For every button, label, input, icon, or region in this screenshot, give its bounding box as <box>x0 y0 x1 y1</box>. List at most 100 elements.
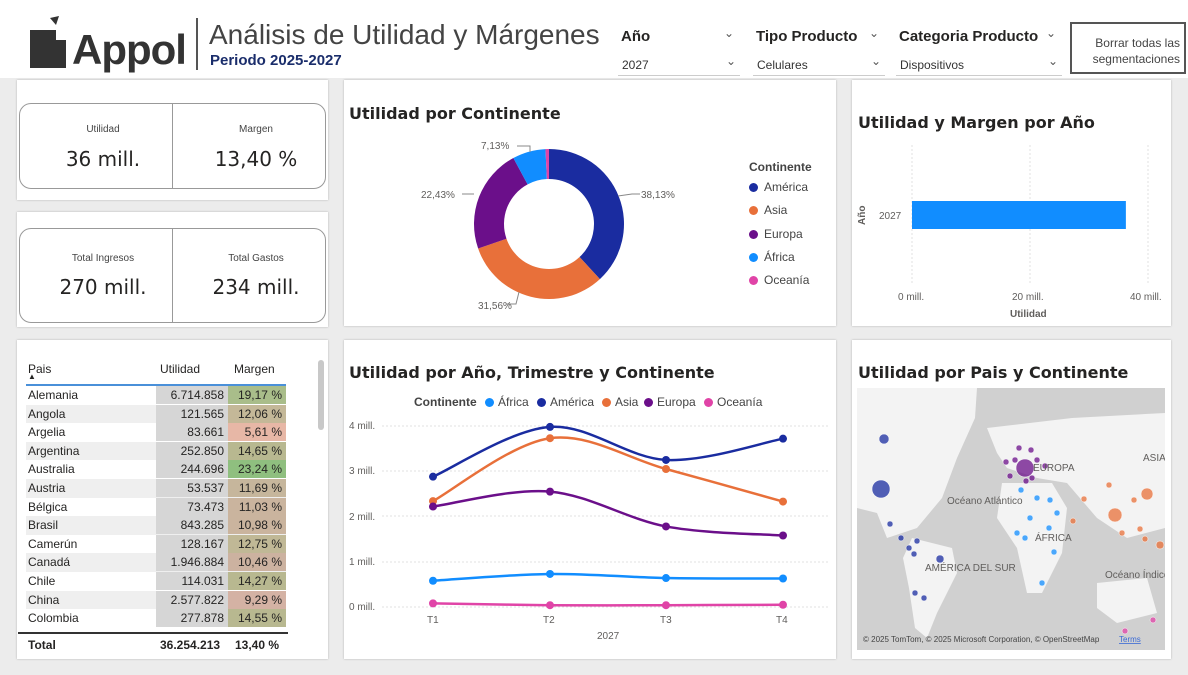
map-bubble[interactable] <box>920 594 928 602</box>
series-point-áfrica-t2[interactable] <box>546 569 554 578</box>
map-bubble[interactable] <box>1136 525 1144 533</box>
map-bubble[interactable] <box>1013 529 1021 537</box>
map-bubble[interactable] <box>1080 495 1088 503</box>
line-series[interactable] <box>429 422 787 610</box>
clear-slicers-button[interactable]: Borrar todas las segmentaciones <box>1070 22 1186 74</box>
header-margin[interactable]: Margen <box>234 362 275 376</box>
map-bubble[interactable] <box>1118 529 1126 537</box>
series-point-asia-t2[interactable] <box>546 434 554 443</box>
donut-slice-europa[interactable] <box>474 158 528 249</box>
donut-legend-item[interactable]: América <box>749 180 808 194</box>
map-bubble[interactable] <box>878 433 890 445</box>
map-bubble[interactable] <box>1026 514 1034 522</box>
series-line-europa[interactable] <box>432 489 784 537</box>
line-legend-item[interactable]: Asia <box>602 395 638 409</box>
donut-slices[interactable] <box>474 149 624 299</box>
map-bubble[interactable] <box>1155 540 1165 550</box>
series-point-américa-t2[interactable] <box>546 422 554 431</box>
map-bubble[interactable] <box>1011 456 1019 464</box>
line-legend-item[interactable]: África <box>485 395 529 409</box>
map-bubble[interactable] <box>1038 579 1046 587</box>
map-bubble[interactable] <box>1027 446 1035 454</box>
map-bubble[interactable] <box>1130 496 1138 504</box>
series-point-europa-t4[interactable] <box>779 531 787 540</box>
map-bubble[interactable] <box>1046 496 1054 504</box>
series-point-áfrica-t3[interactable] <box>662 574 670 583</box>
map-bubble[interactable] <box>1033 494 1041 502</box>
series-point-asia-t4[interactable] <box>779 497 787 506</box>
map-terms-link[interactable]: Terms <box>1119 635 1141 644</box>
chevron-down-icon[interactable]: ⌄ <box>1046 26 1057 40</box>
donut-slice-asia[interactable] <box>478 238 600 299</box>
map-bubble[interactable] <box>1121 627 1129 635</box>
map-bubble[interactable] <box>1045 524 1053 532</box>
series-point-oceanía-t2[interactable] <box>546 601 554 610</box>
donut-legend-item[interactable]: Europa <box>749 227 803 241</box>
table-row[interactable]: Argelia 83.661 5,61 % <box>26 423 286 442</box>
bar-2027[interactable] <box>912 201 1126 229</box>
slicer-year-dropdown[interactable]: 2027 ⌄ <box>618 54 740 76</box>
map-bubble[interactable] <box>1021 534 1029 542</box>
series-point-europa-t3[interactable] <box>662 522 670 531</box>
series-point-europa-t1[interactable] <box>429 502 437 511</box>
donut-legend-item[interactable]: África <box>749 250 795 264</box>
map-bubble[interactable] <box>1017 486 1025 494</box>
map-bubble[interactable] <box>935 554 945 564</box>
table-row[interactable]: Austria 53.537 11,69 % <box>26 478 286 498</box>
map-bubble[interactable] <box>1028 474 1036 482</box>
series-point-europa-t2[interactable] <box>546 487 554 496</box>
table-row[interactable]: Argentina 252.850 14,65 % <box>26 441 286 461</box>
line-legend-item[interactable]: América <box>537 395 594 409</box>
donut-slice-oceanía[interactable] <box>545 149 549 180</box>
map-view[interactable]: EUROPA ASIA Océano Atlántico ÁFRICA AMÉR… <box>857 388 1165 650</box>
bar-chart[interactable]: 2027 Año 0 mill. 20 mill. 40 mill. Utili… <box>852 80 1171 326</box>
map-bubble[interactable] <box>1041 462 1049 470</box>
map-bubble[interactable] <box>1105 481 1113 489</box>
donut-chart[interactable]: 38,13% 31,56% 22,43% 7,13% <box>344 80 836 326</box>
map-bubble[interactable] <box>910 550 918 558</box>
series-point-américa-t4[interactable] <box>779 434 787 443</box>
map-bubble[interactable] <box>1107 507 1123 523</box>
series-point-áfrica-t1[interactable] <box>429 576 437 585</box>
map-bubbles[interactable] <box>871 433 1165 635</box>
table-row[interactable]: Brasil 843.285 10,98 % <box>26 516 286 535</box>
table-scrollbar[interactable] <box>318 360 324 430</box>
table-row[interactable]: Australia 244.696 23,24 % <box>26 460 286 479</box>
series-point-américa-t1[interactable] <box>429 472 437 481</box>
map-bubble[interactable] <box>1053 509 1061 517</box>
series-line-asia[interactable] <box>432 436 784 503</box>
donut-slice-áfrica[interactable] <box>513 149 547 185</box>
map-bubble[interactable] <box>871 479 891 499</box>
map-bubble[interactable] <box>886 520 894 528</box>
map-bubble[interactable] <box>913 537 921 545</box>
map-bubble[interactable] <box>1002 458 1010 466</box>
line-legend-item[interactable]: Oceanía <box>704 395 762 409</box>
map-bubble[interactable] <box>1140 487 1154 501</box>
table-row[interactable]: China 2.577.822 9,29 % <box>26 590 286 610</box>
series-line-oceanía[interactable] <box>432 602 784 607</box>
line-legend-item[interactable]: Europa <box>644 395 696 409</box>
donut-legend-item[interactable]: Oceanía <box>749 273 809 287</box>
table-row[interactable]: Colombia 277.878 14,55 % <box>26 609 286 628</box>
table-row[interactable]: Alemania 6.714.858 19,17 % <box>26 386 286 405</box>
map-attribution[interactable]: © 2025 TomTom, © 2025 Microsoft Corporat… <box>863 635 1100 644</box>
map-bubble[interactable] <box>1015 444 1023 452</box>
map-bubble[interactable] <box>1022 477 1030 485</box>
sort-up-icon[interactable]: ▲ <box>28 372 36 381</box>
donut-slice-américa[interactable] <box>549 149 624 280</box>
map-bubble[interactable] <box>1006 472 1014 480</box>
table-row[interactable]: Bélgica 73.473 11,03 % <box>26 497 286 517</box>
header-profit[interactable]: Utilidad <box>160 362 201 376</box>
header-country[interactable]: Pais <box>28 362 52 376</box>
donut-legend-item[interactable]: Asia <box>749 203 787 217</box>
map-bubble[interactable] <box>1015 458 1035 478</box>
table-row[interactable]: Camerún 128.167 12,75 % <box>26 534 286 554</box>
table-row[interactable]: Canadá 1.946.884 10,46 % <box>26 553 286 572</box>
line-chart[interactable]: 4 mill. 3 mill. 2 mill. 1 mill. 0 mill. … <box>344 340 836 659</box>
series-line-áfrica[interactable] <box>432 572 784 583</box>
map-bubble[interactable] <box>1050 548 1058 556</box>
series-line-américa[interactable] <box>432 425 784 478</box>
series-point-asia-t3[interactable] <box>662 464 670 473</box>
table-row[interactable]: Chile 114.031 14,27 % <box>26 571 286 591</box>
slicer-product-category-dropdown[interactable]: Dispositivos ⌄ <box>896 54 1062 76</box>
